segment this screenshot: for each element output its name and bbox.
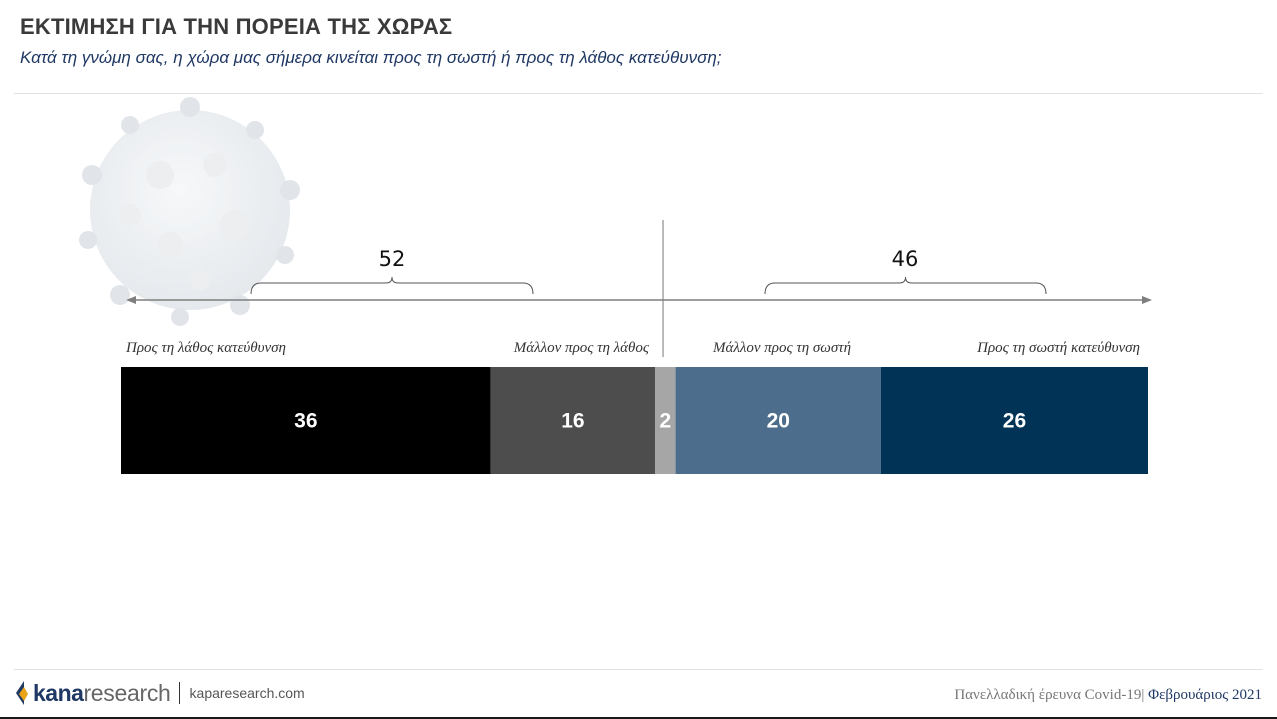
logo-separator [178,682,180,704]
header-divider [14,93,1263,94]
bar-value-label-4: 26 [1003,410,1026,433]
bar-value-label-1: 16 [561,410,584,433]
bottom-edge [0,717,1277,719]
footer-divider [14,669,1263,670]
bar-segment-1 [490,367,656,474]
website-link[interactable]: kaparesearch.com [189,685,305,701]
survey-caption: Πανελλαδική έρευνα Covid-19| Φεβρουάριος… [954,687,1262,704]
bar-value-label-0: 36 [294,410,317,433]
virus-illustration [79,97,300,326]
bracket-right [764,276,1047,295]
total-label-wrong: 52 [378,247,406,271]
total-label-right: 46 [891,247,919,271]
page-subtitle: Κατά τη γνώμη σας, η χώρα μας σήμερα κιν… [20,48,722,67]
logo-mark-icon [16,681,28,705]
bar-segment-4 [880,367,1148,474]
axis-arrow-left-icon [126,296,136,304]
survey-name: Πανελλαδική έρευνα Covid-19| [954,687,1145,703]
bar-segment-0 [121,367,491,474]
category-label-rather-right: Μάλλον προς τη σωστή [713,340,852,356]
survey-month: Φεβρουάριος 2021 [1148,687,1262,703]
bar-value-label-3: 20 [767,410,790,433]
category-label-wrong: Προς τη λάθος κατεύθυνση [126,340,286,356]
page-title: ΕΚΤΙΜΗΣΗ ΓΙΑ ΤΗΝ ΠΟΡΕΙΑ ΤΗΣ ΧΩΡΑΣ [20,14,453,39]
axis-arrow-right-icon [1142,296,1152,304]
bar-segment-3 [675,367,881,474]
brand-kana: kana [33,679,84,706]
category-label-right: Προς τη σωστή κατεύθυνση [977,340,1140,356]
bar-segment-2 [655,367,676,474]
bar-value-label-2: 2 [659,410,671,433]
category-label-rather-wrong: Μάλλον προς τη λάθος [513,340,649,356]
brand-logo[interactable]: kana research kaparesearch.com [14,678,305,708]
bracket-wrong [250,276,534,295]
brand-research: research [83,679,171,706]
